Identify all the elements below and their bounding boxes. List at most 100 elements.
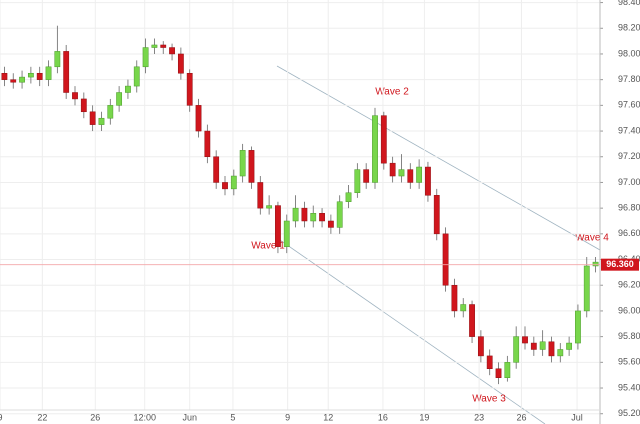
candle-body xyxy=(389,162,396,177)
candle-body xyxy=(327,220,334,228)
candle-body xyxy=(407,169,414,183)
candle-body xyxy=(539,341,546,350)
candle-body xyxy=(125,85,131,93)
channel-upper xyxy=(276,65,601,251)
y-tick-label: 96.200 xyxy=(618,280,640,290)
candle-body xyxy=(425,166,431,196)
candle-body xyxy=(19,76,25,83)
candle-body xyxy=(177,53,184,74)
candle-body xyxy=(486,355,493,370)
y-tick-label: 97.200 xyxy=(618,151,640,161)
annotation: Wave 4 xyxy=(575,233,609,244)
last-price-box xyxy=(601,258,639,271)
y-tick-label: 97.000 xyxy=(618,177,640,187)
candle-body xyxy=(319,213,325,222)
candle-body xyxy=(451,284,458,312)
candle-body xyxy=(257,182,264,209)
candle-body xyxy=(557,349,564,357)
candle-body xyxy=(292,207,299,222)
candle-body xyxy=(230,175,237,190)
candle-body xyxy=(133,66,140,87)
x-tick-label: 16 xyxy=(378,412,388,422)
candle-body xyxy=(151,44,158,48)
y-tick-label: 97.800 xyxy=(618,74,640,84)
y-tick-label: 95.600 xyxy=(618,357,640,367)
candle-body xyxy=(239,150,246,177)
candle-body xyxy=(195,105,202,132)
candle-body xyxy=(142,47,149,68)
candle-body xyxy=(72,92,78,100)
candle-body xyxy=(63,51,70,93)
x-tick-label: 5 xyxy=(230,412,235,422)
candle-body xyxy=(469,304,475,337)
candle-body xyxy=(372,115,378,183)
y-tick-label: 98.000 xyxy=(618,48,640,58)
candle-body xyxy=(89,111,96,125)
candle-body xyxy=(266,205,273,209)
candle-body xyxy=(548,341,555,357)
candle-body xyxy=(345,192,352,202)
y-tick-label: 97.600 xyxy=(618,100,640,110)
candle-body xyxy=(530,342,537,350)
annotation: Wave 1 xyxy=(251,241,285,252)
x-tick-label: 19 xyxy=(419,412,429,422)
candle-body xyxy=(433,195,440,235)
candle-body xyxy=(310,213,317,222)
candle-body xyxy=(160,44,167,48)
x-tick-label: 9 xyxy=(0,412,3,422)
candle-body xyxy=(398,169,405,177)
candle-body xyxy=(442,233,449,286)
annotation: Wave 3 xyxy=(472,394,506,405)
y-tick-label: 95.800 xyxy=(618,331,640,341)
y-tick-label: 96.600 xyxy=(618,228,640,238)
x-tick-label: Jul xyxy=(571,412,583,422)
candle-body xyxy=(363,169,370,183)
candle-body xyxy=(248,150,255,183)
candle-body xyxy=(513,336,520,363)
candle-body xyxy=(222,182,228,190)
channel-lower xyxy=(276,237,546,424)
annotation: Wave 2 xyxy=(375,87,409,98)
x-tick-label: 23 xyxy=(474,412,484,422)
candle-body xyxy=(169,47,175,55)
candle-body xyxy=(10,79,17,83)
x-tick-label: 12 xyxy=(323,412,333,422)
candle-body xyxy=(275,205,281,247)
y-tick-label: 96.800 xyxy=(618,203,640,213)
candle-body xyxy=(522,336,528,344)
candle-body xyxy=(336,201,343,228)
candle-body xyxy=(1,72,8,80)
candle-body xyxy=(116,92,123,106)
candle-body xyxy=(575,310,581,344)
x-tick-label: 26 xyxy=(90,412,100,422)
candle-body xyxy=(354,169,361,193)
y-tick-label: 98.200 xyxy=(618,23,640,33)
y-tick-label: 95.200 xyxy=(618,408,640,418)
candle-body xyxy=(107,105,114,119)
candle-body xyxy=(460,304,467,312)
candle-body xyxy=(186,72,193,106)
candle-body xyxy=(495,368,502,378)
candle-body xyxy=(583,265,590,312)
candle-body xyxy=(98,117,105,125)
candle-body xyxy=(380,115,387,164)
candle-body xyxy=(80,98,87,113)
x-tick-label: 26 xyxy=(516,412,526,422)
y-tick-label: 97.400 xyxy=(618,125,640,135)
candle-body xyxy=(566,342,573,350)
candle-body xyxy=(204,130,211,158)
x-tick-label: Jun xyxy=(182,412,197,422)
candle-body xyxy=(45,66,52,80)
candle-body xyxy=(477,336,484,357)
x-tick-label: 12:00 xyxy=(133,412,156,422)
candle-body xyxy=(283,220,290,247)
candle-body xyxy=(36,72,43,80)
candle-body xyxy=(54,51,61,68)
candle-body xyxy=(504,362,511,378)
candle-body xyxy=(416,166,423,183)
x-tick-label: 9 xyxy=(285,412,290,422)
y-tick-label: 98.400 xyxy=(618,0,640,7)
candle-body xyxy=(301,207,308,222)
last-price-label: 96.360 xyxy=(606,259,634,269)
